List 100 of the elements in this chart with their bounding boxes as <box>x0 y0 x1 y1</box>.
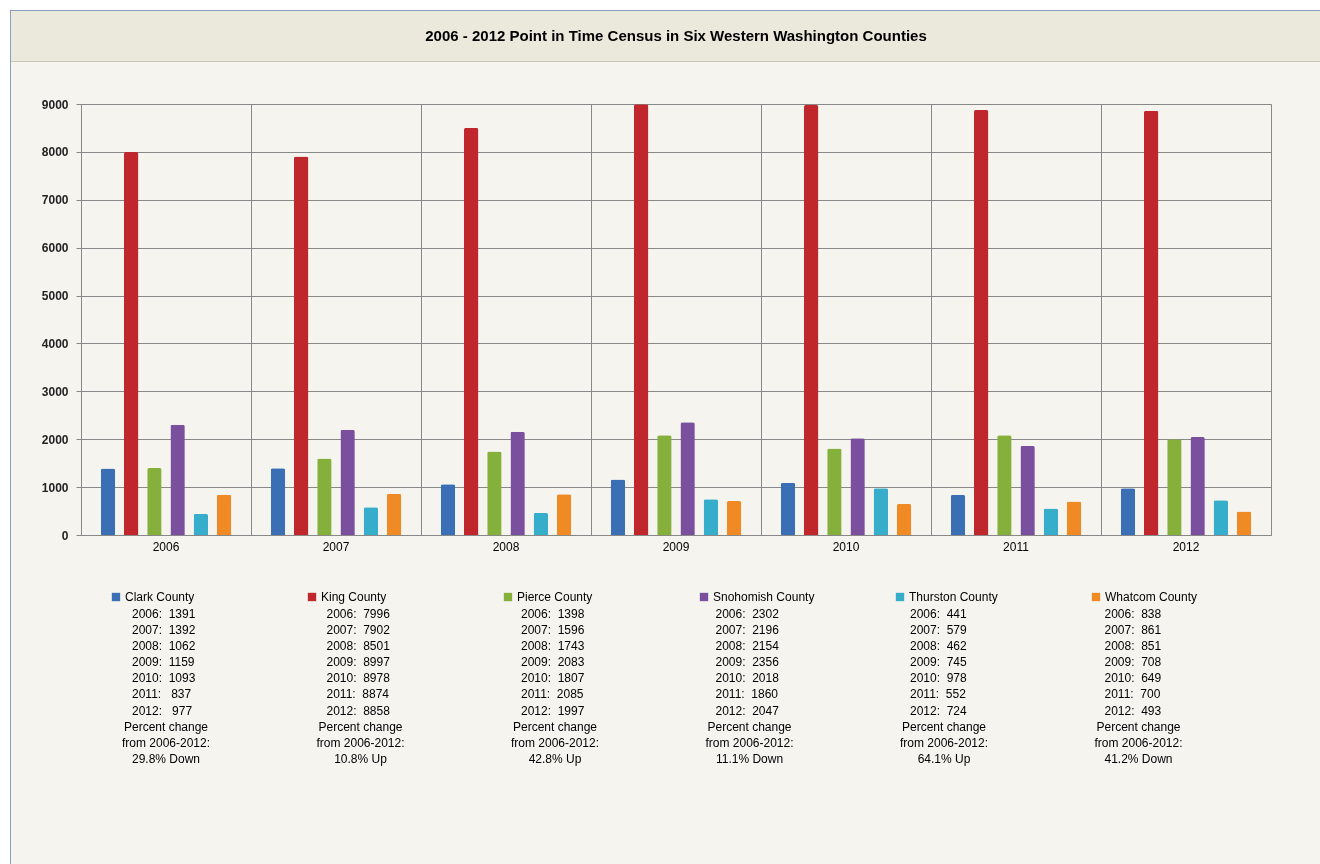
bar <box>633 104 649 535</box>
bar <box>386 493 402 535</box>
bar <box>703 499 719 535</box>
text: 2007: 1392 <box>131 622 197 639</box>
text: 2007: 7902 <box>325 622 391 639</box>
text: 2010: 2018 <box>714 670 780 687</box>
text: 2008: 8501 <box>325 638 391 655</box>
text: 2010: 1093 <box>131 670 197 687</box>
bar <box>780 482 796 535</box>
bar <box>533 512 549 535</box>
text: 2012: 724 <box>909 702 968 719</box>
y-tick-label: 6000 <box>41 241 69 256</box>
bar <box>803 105 819 535</box>
text: Percent change from 2006-2012: 10.8% Up <box>315 718 406 767</box>
text: 2008: 851 <box>1103 638 1163 655</box>
bar <box>1236 511 1252 535</box>
text: 2009: 708 <box>1103 654 1163 671</box>
text: 2009: 8997 <box>325 654 391 671</box>
bar <box>1066 501 1082 535</box>
text: 2009: 745 <box>909 654 968 671</box>
bar <box>317 458 332 535</box>
text: 2007: 1596 <box>520 622 586 639</box>
bar <box>487 451 502 535</box>
bar <box>827 448 842 535</box>
y-tick-label: 7000 <box>41 193 69 208</box>
text: 2006: 1398 <box>520 606 586 623</box>
bar <box>610 479 626 535</box>
text: 2006: 1391 <box>131 606 197 623</box>
bar <box>340 429 355 535</box>
text: 2009: 2083 <box>520 654 586 671</box>
chart-title: 2006 - 2012 Point in Time Census in Six Western Washington Counties <box>425 27 927 44</box>
text: 2010: 649 <box>1103 670 1163 687</box>
bar <box>850 438 865 535</box>
text: 2008: 1062 <box>131 638 197 655</box>
bar <box>1167 439 1182 535</box>
bar <box>556 494 572 535</box>
text: 2010: 8978 <box>325 670 391 687</box>
x-tick-label: 2007 <box>322 539 350 554</box>
bar <box>147 468 162 535</box>
bar <box>896 503 912 535</box>
text: 2011: 837 <box>131 686 193 703</box>
text: 2011: 552 <box>909 686 967 703</box>
bar <box>1120 488 1136 535</box>
bar <box>680 422 695 535</box>
text: 2012: 2047 <box>714 702 780 719</box>
y-tick-label: 5000 <box>41 289 69 304</box>
bar <box>973 110 989 535</box>
bar <box>293 156 309 535</box>
text: 2012: 493 <box>1103 702 1163 719</box>
text: 2008: 1743 <box>520 638 586 655</box>
text: 2011: 700 <box>1103 686 1162 703</box>
y-tick-label: 1000 <box>41 480 69 495</box>
bar <box>1020 445 1035 535</box>
text: 2009: 2356 <box>714 654 780 671</box>
text: 2006: 2302 <box>714 606 780 623</box>
text: 2008: 2154 <box>714 638 780 655</box>
bar <box>1213 500 1229 535</box>
y-tick-label: 9000 <box>41 97 69 112</box>
text: 2012: 8858 <box>325 702 391 719</box>
text: 2010: 978 <box>909 670 968 687</box>
x-tick-label: 2010 <box>832 539 860 554</box>
bar <box>123 152 139 535</box>
bar <box>873 488 889 535</box>
text: Percent change from 2006-2012: 41.2% Down <box>1093 718 1184 767</box>
x-tick-label: 2008 <box>492 539 520 554</box>
text: 2012: 1997 <box>520 702 586 719</box>
text: 2007: 861 <box>1103 622 1163 639</box>
legend-label: King County <box>321 590 387 604</box>
bar <box>216 494 232 535</box>
text: 2011: 1860 <box>714 686 779 703</box>
y-tick-label: 2000 <box>41 432 69 447</box>
text: 2008: 462 <box>909 638 968 655</box>
legend-label: Snohomish County <box>713 590 815 604</box>
bar <box>510 431 525 535</box>
text: 2006: 838 <box>1103 606 1163 623</box>
bar <box>657 435 672 535</box>
text: Percent change from 2006-2012: 42.8% Up <box>509 718 601 767</box>
bar <box>193 513 209 535</box>
text: Percent change from 2006-2012: 64.1% Up <box>898 718 990 767</box>
x-tick-label: 2012 <box>1172 539 1200 554</box>
y-tick-label: 4000 <box>41 336 69 351</box>
bar <box>726 501 742 535</box>
bar <box>440 484 456 535</box>
legend-label: Thurston County <box>909 590 998 604</box>
text: Percent change from 2006-2012: 29.8% Down <box>120 718 212 767</box>
text: 2006: 7996 <box>325 606 391 623</box>
text: 2007: 579 <box>909 622 968 639</box>
text: 2012: 977 <box>131 702 194 719</box>
text: Percent change from 2006-2012: 11.1% Down <box>704 718 795 767</box>
text: 2011: 8874 <box>325 686 390 703</box>
bar <box>1190 436 1205 535</box>
x-tick-label: 2009 <box>662 539 690 554</box>
bar <box>463 127 479 535</box>
y-tick-label: 3000 <box>41 384 69 399</box>
text: 2006: 441 <box>909 606 968 623</box>
text: 2009: 1159 <box>131 654 196 671</box>
bar <box>1043 508 1059 535</box>
text: 2010: 1807 <box>520 670 586 687</box>
legend-label: Clark County <box>125 590 195 604</box>
text: 2007: 2196 <box>714 622 780 639</box>
